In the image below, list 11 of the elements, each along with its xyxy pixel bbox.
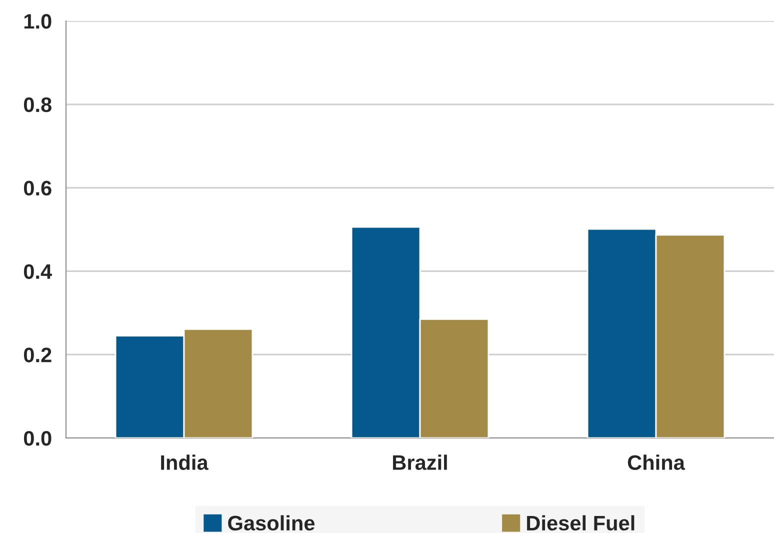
y-tick-label: 0.8 [24, 97, 52, 112]
legend-label: Diesel Fuel [527, 515, 634, 531]
y-tick-label: 0.6 [24, 180, 52, 196]
legend-label: Gasoline [228, 515, 315, 531]
y-tick-label: 0.0 [24, 431, 52, 446]
x-tick-label: Brazil [393, 454, 447, 470]
y-tick-label: 0.4 [24, 264, 52, 279]
x-tick-label: China [628, 454, 686, 470]
y-tick-label: 1.0 [24, 14, 52, 29]
y-tick-label: 0.2 [24, 348, 52, 362]
x-tick-label: India [161, 454, 208, 470]
